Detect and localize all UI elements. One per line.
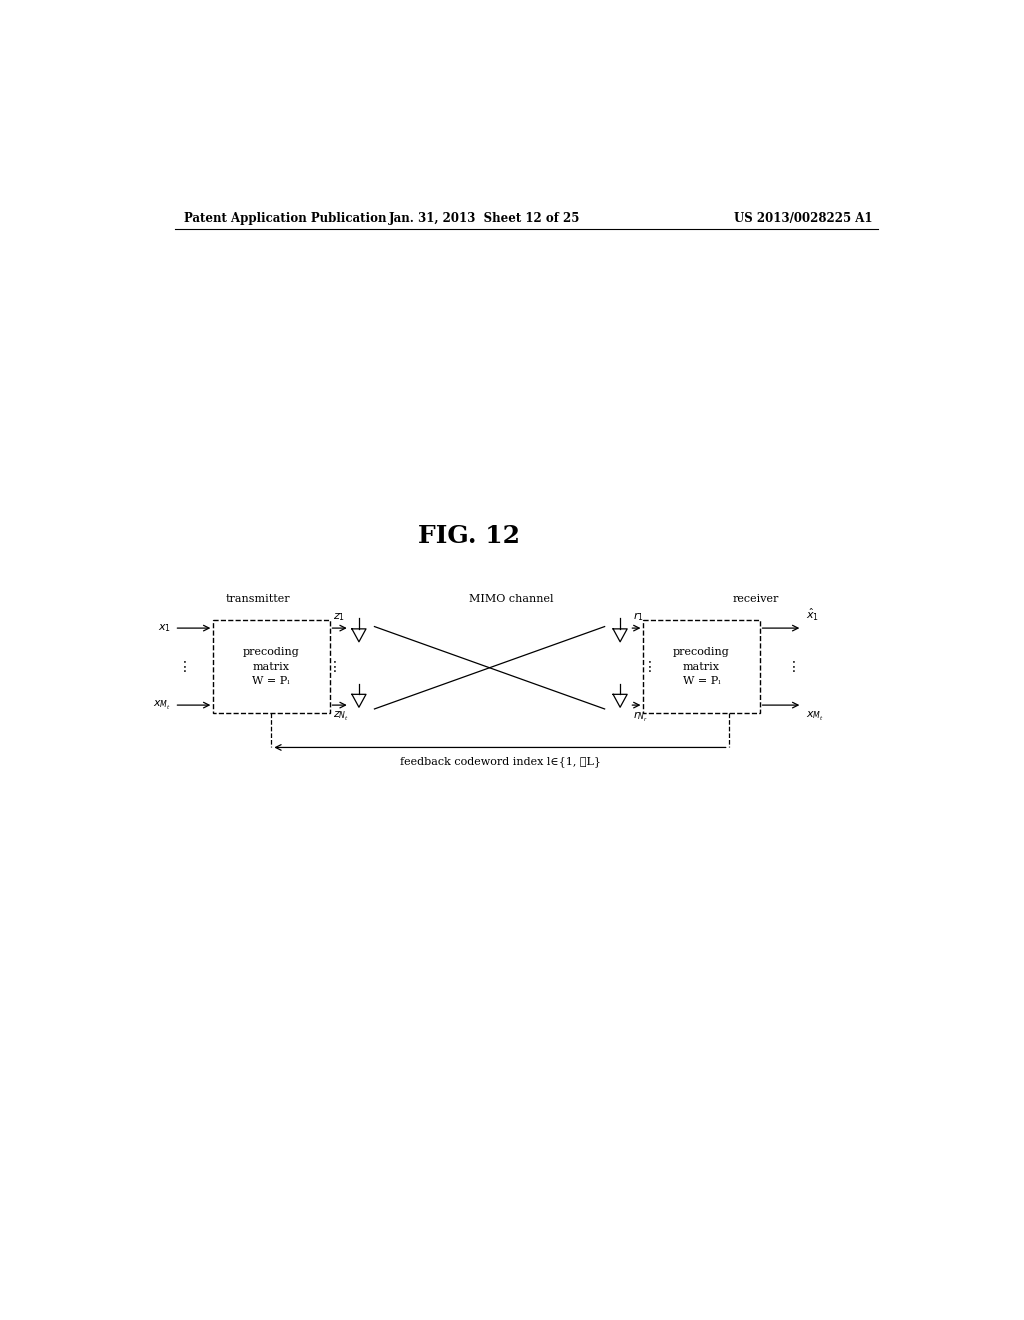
Text: $x_1$: $x_1$ [158,622,171,634]
Text: receiver: receiver [732,594,779,603]
Text: $x_{M_t}$: $x_{M_t}$ [806,710,824,723]
Text: feedback codeword index l∈{1, ⋯L}: feedback codeword index l∈{1, ⋯L} [399,756,600,767]
Text: MIMO channel: MIMO channel [469,594,554,603]
FancyBboxPatch shape [213,620,330,713]
Text: $\vdots$: $\vdots$ [327,659,337,675]
Text: $x_{M_t}$: $x_{M_t}$ [153,698,171,711]
FancyBboxPatch shape [643,620,760,713]
Text: $r_1$: $r_1$ [633,611,643,623]
Text: $z_1$: $z_1$ [334,611,345,623]
Text: $\hat{x}_1$: $\hat{x}_1$ [806,607,819,623]
Text: precoding
matrix
W = Pₗ: precoding matrix W = Pₗ [243,647,300,686]
Text: $r_{N_r}$: $r_{N_r}$ [633,710,647,723]
Text: $\vdots$: $\vdots$ [642,659,652,675]
Text: $\vdots$: $\vdots$ [177,659,187,675]
Text: $z_{N_t}$: $z_{N_t}$ [334,710,349,723]
Text: Patent Application Publication: Patent Application Publication [183,213,386,224]
Text: $\vdots$: $\vdots$ [785,659,796,675]
Text: Jan. 31, 2013  Sheet 12 of 25: Jan. 31, 2013 Sheet 12 of 25 [389,213,581,224]
Text: US 2013/0028225 A1: US 2013/0028225 A1 [733,213,872,224]
Text: transmitter: transmitter [226,594,291,603]
Text: precoding
matrix
W = Pₗ: precoding matrix W = Pₗ [673,647,730,686]
Text: FIG. 12: FIG. 12 [418,524,520,548]
